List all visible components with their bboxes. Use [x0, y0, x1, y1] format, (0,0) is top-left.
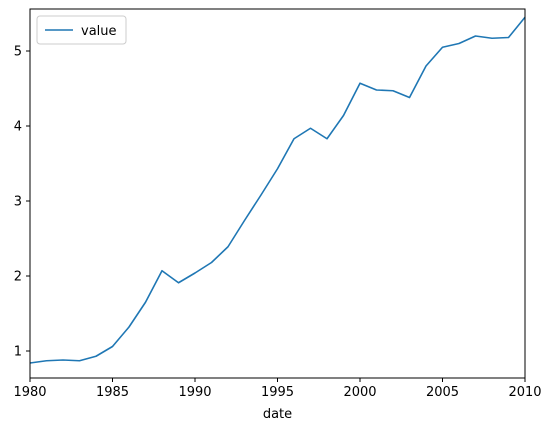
x-tick-label: 1980	[13, 385, 46, 400]
axes-spines	[29, 8, 526, 379]
x-tick-label: 2010	[508, 385, 541, 400]
legend-label: value	[81, 24, 117, 39]
axes-frame	[29, 8, 526, 379]
x-tick-label: 1985	[96, 385, 129, 400]
x-tick-label: 2000	[343, 385, 376, 400]
y-axis-ticks: 1 2 3 4 5	[14, 45, 30, 360]
legend: value	[36, 15, 127, 45]
x-axis-ticks: 1980 1985 1990 1995 2000 2005 2010	[13, 378, 542, 400]
x-tick-label: 2005	[426, 385, 459, 400]
series-line-value	[29, 16, 526, 364]
x-axis-label: date	[263, 407, 292, 422]
y-tick-label: 3	[14, 195, 22, 210]
y-tick-label: 2	[14, 270, 22, 285]
y-tick-label: 5	[14, 45, 22, 60]
y-tick-label: 4	[14, 120, 22, 135]
x-tick-label: 1990	[178, 385, 211, 400]
x-tick-label: 1995	[261, 385, 294, 400]
legend-box	[36, 15, 127, 45]
y-tick-label: 1	[14, 345, 22, 360]
series-lines	[29, 16, 526, 364]
